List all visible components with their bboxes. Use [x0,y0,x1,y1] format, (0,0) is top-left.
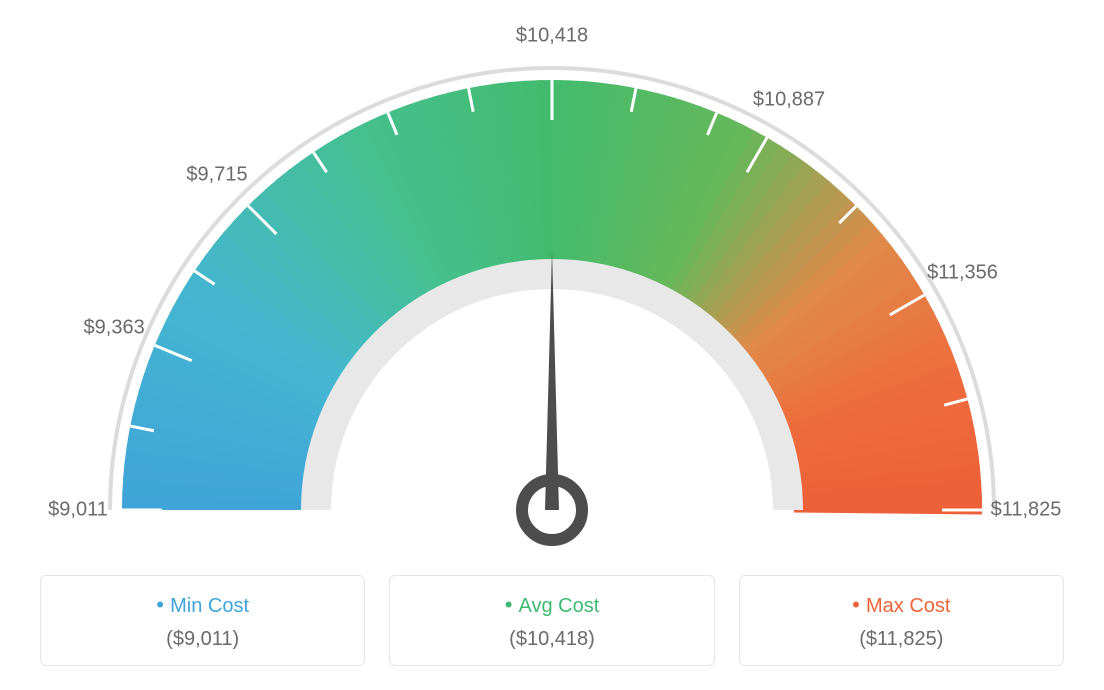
legend-min-card: Min Cost ($9,011) [40,575,365,666]
legend-max-card: Max Cost ($11,825) [739,575,1064,666]
legend-min-title: Min Cost [51,592,354,618]
legend-avg-card: Avg Cost ($10,418) [389,575,714,666]
legend-max-value: ($11,825) [750,628,1053,651]
legend-avg-value: ($10,418) [400,628,703,651]
legend-avg-title: Avg Cost [400,592,703,618]
tick-label: $11,825 [991,499,1062,522]
legend-row: Min Cost ($9,011) Avg Cost ($10,418) Max… [40,575,1064,666]
legend-max-title: Max Cost [750,592,1053,618]
tick-label: $9,011 [48,499,108,522]
tick-label: $11,356 [927,262,998,285]
tick-label: $9,363 [84,317,145,340]
tick-label: $10,418 [516,25,588,48]
gauge-area: $9,011 $9,363 $9,715 $10,418 $10,887 $11,356 $… [0,0,1104,560]
cost-gauge-chart: $9,011 $9,363 $9,715 $10,418 $10,887 $11,356 $… [0,0,1104,690]
legend-min-value: ($9,011) [51,628,354,651]
tick-label: $9,715 [186,163,247,186]
tick-label: $10,887 [753,88,825,111]
